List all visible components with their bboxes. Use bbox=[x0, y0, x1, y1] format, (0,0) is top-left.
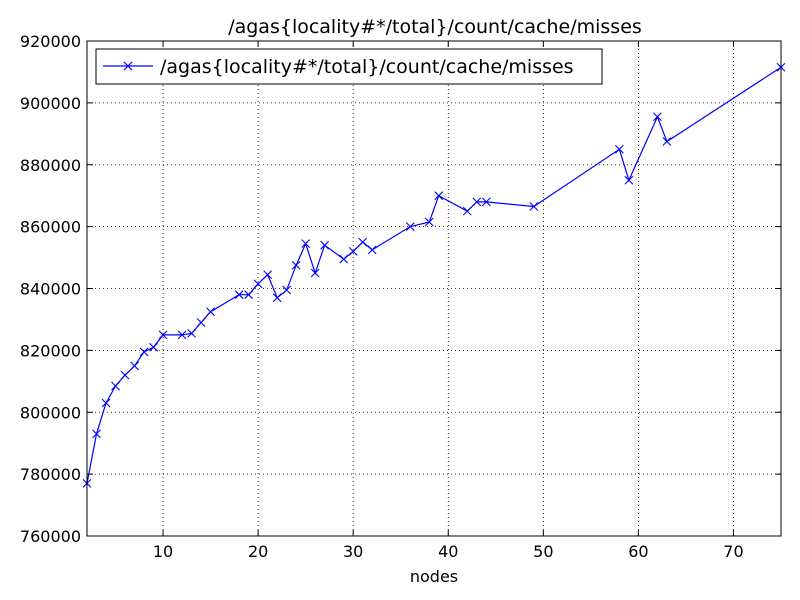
data-point-marker bbox=[291, 260, 301, 270]
data-point-marker bbox=[177, 330, 187, 340]
data-point-marker bbox=[367, 245, 377, 255]
data-point-marker bbox=[149, 342, 158, 352]
y-tick-label: 840000 bbox=[20, 280, 81, 299]
series-layer bbox=[82, 62, 786, 488]
data-point-marker bbox=[272, 293, 282, 303]
data-point-marker bbox=[206, 307, 215, 317]
data-point-marker bbox=[405, 222, 415, 232]
x-tick-label: 40 bbox=[438, 542, 458, 561]
data-point-marker bbox=[234, 290, 244, 300]
x-tick-label: 60 bbox=[628, 542, 648, 561]
legend-box bbox=[95, 48, 603, 85]
data-point-marker bbox=[462, 206, 472, 216]
data-point-marker bbox=[339, 254, 349, 264]
y-tick-label: 760000 bbox=[20, 527, 81, 546]
data-point-marker bbox=[120, 370, 130, 380]
data-point-marker bbox=[424, 217, 434, 227]
data-point-marker bbox=[101, 398, 111, 408]
x-tick-label: 20 bbox=[248, 542, 268, 561]
y-tick-label: 920000 bbox=[20, 32, 81, 51]
data-point-marker bbox=[158, 330, 168, 340]
data-point-marker bbox=[348, 246, 358, 256]
y-tick-label: 780000 bbox=[20, 465, 81, 484]
y-tick-label: 820000 bbox=[20, 341, 81, 360]
grid bbox=[87, 40, 781, 537]
data-point-marker bbox=[358, 237, 368, 247]
data-point-marker bbox=[187, 328, 196, 338]
data-point-marker bbox=[624, 175, 634, 185]
legend-entry-label: /agas{locality#*/total}/count/cache/miss… bbox=[160, 56, 574, 78]
y-tick-label: 880000 bbox=[20, 156, 81, 175]
x-axis-label: nodes bbox=[410, 567, 458, 586]
legend-marker-icon bbox=[123, 61, 133, 71]
data-point-marker bbox=[301, 239, 311, 249]
data-point-marker bbox=[244, 290, 254, 300]
y-tick-label: 900000 bbox=[20, 94, 81, 113]
data-point-marker bbox=[139, 347, 149, 357]
data-point-marker bbox=[662, 137, 672, 146]
ticks: 10 20 30 40 50 60 70 760000 780000 800000 820000 84… bbox=[20, 32, 781, 561]
data-point-marker bbox=[472, 197, 482, 207]
data-point-marker bbox=[111, 381, 120, 391]
data-point-marker bbox=[529, 202, 539, 211]
x-tick-label: 70 bbox=[723, 542, 743, 561]
y-tick-label: 860000 bbox=[20, 218, 81, 237]
data-point-marker bbox=[263, 270, 273, 279]
data-point-marker bbox=[614, 144, 624, 154]
data-point-marker bbox=[653, 112, 662, 122]
y-tick-label: 800000 bbox=[20, 403, 81, 422]
x-tick-label: 30 bbox=[343, 542, 363, 561]
data-point-marker bbox=[130, 361, 139, 371]
legend: /agas{locality#*/total}/count/cache/miss… bbox=[95, 48, 603, 85]
data-point-marker bbox=[196, 318, 206, 327]
data-point-marker bbox=[434, 191, 444, 201]
x-tick-label: 50 bbox=[533, 542, 553, 561]
data-point-marker bbox=[320, 240, 330, 250]
data-point-marker bbox=[310, 268, 320, 278]
chart-title: /agas{locality#*/total}/count/cache/miss… bbox=[228, 16, 642, 38]
data-point-marker bbox=[282, 285, 292, 295]
x-tick-label: 10 bbox=[153, 542, 173, 561]
data-point-marker bbox=[253, 279, 263, 289]
data-point-marker bbox=[92, 429, 101, 439]
data-point-marker bbox=[481, 197, 491, 207]
